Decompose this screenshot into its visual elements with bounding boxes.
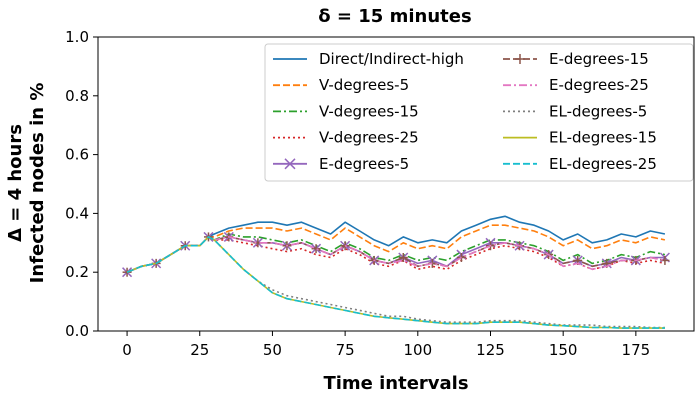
x-tick-label: 175	[622, 341, 651, 359]
y-axis-title-line2: Infected nodes in %	[27, 83, 48, 284]
series-v-degrees-15	[126, 233, 666, 273]
series-marker	[284, 158, 296, 170]
y-tick-label: 0.8	[65, 87, 89, 105]
x-tick-label: 75	[336, 341, 355, 359]
series-v-degrees-5	[126, 224, 666, 273]
series-line	[126, 236, 666, 273]
chart-title: δ = 15 minutes	[318, 6, 471, 27]
y-axis: 0.0 0.2 0.4 0.6 0.8 1.0	[65, 28, 98, 340]
plot-series	[122, 215, 670, 329]
y-axis-title-line1: Δ = 4 hours	[5, 124, 26, 242]
legend-label: EL-degrees-15	[549, 129, 657, 147]
series-line	[126, 224, 666, 273]
x-tick-label: 50	[263, 341, 282, 359]
series-line	[126, 233, 666, 273]
series-v-degrees-25	[126, 236, 666, 273]
x-tick-label: 150	[549, 341, 578, 359]
series-line	[126, 236, 665, 329]
y-tick-label: 0.0	[65, 322, 89, 340]
x-tick-label: 100	[403, 341, 432, 359]
legend-label: EL-degrees-25	[549, 155, 657, 173]
x-tick-label: 25	[190, 341, 209, 359]
series-el-degrees-25	[126, 236, 665, 329]
legend-label: V-degrees-5	[319, 76, 409, 94]
plot-frame	[97, 36, 695, 332]
x-tick-label: 125	[476, 341, 505, 359]
legend-box	[264, 43, 694, 182]
series-line	[126, 236, 665, 329]
legend: Direct/Indirect-high V-degrees-5 V-degrees…	[264, 43, 694, 182]
legend-label: V-degrees-25	[319, 129, 419, 147]
y-tick-label: 0.6	[65, 146, 89, 164]
y-tick-label: 0.4	[65, 204, 89, 222]
legend-label: E-degrees-15	[549, 50, 649, 68]
x-tick-label: 0	[122, 341, 132, 359]
x-axis: 0 25 50 75 100 125 150 175	[122, 331, 650, 359]
legend-label: E-degrees-25	[549, 76, 649, 94]
legend-label: E-degrees-5	[319, 155, 409, 173]
legend-label: EL-degrees-5	[549, 102, 647, 120]
legend-label: Direct/Indirect-high	[319, 50, 464, 68]
series-el-degrees-15	[126, 236, 665, 329]
legend-label: V-degrees-15	[319, 102, 419, 120]
y-tick-label: 1.0	[65, 28, 89, 46]
x-axis-title: Time intervals	[323, 373, 468, 394]
series-el-degrees-5	[126, 236, 665, 329]
y-tick-label: 0.2	[65, 263, 89, 281]
series-line	[126, 236, 665, 329]
